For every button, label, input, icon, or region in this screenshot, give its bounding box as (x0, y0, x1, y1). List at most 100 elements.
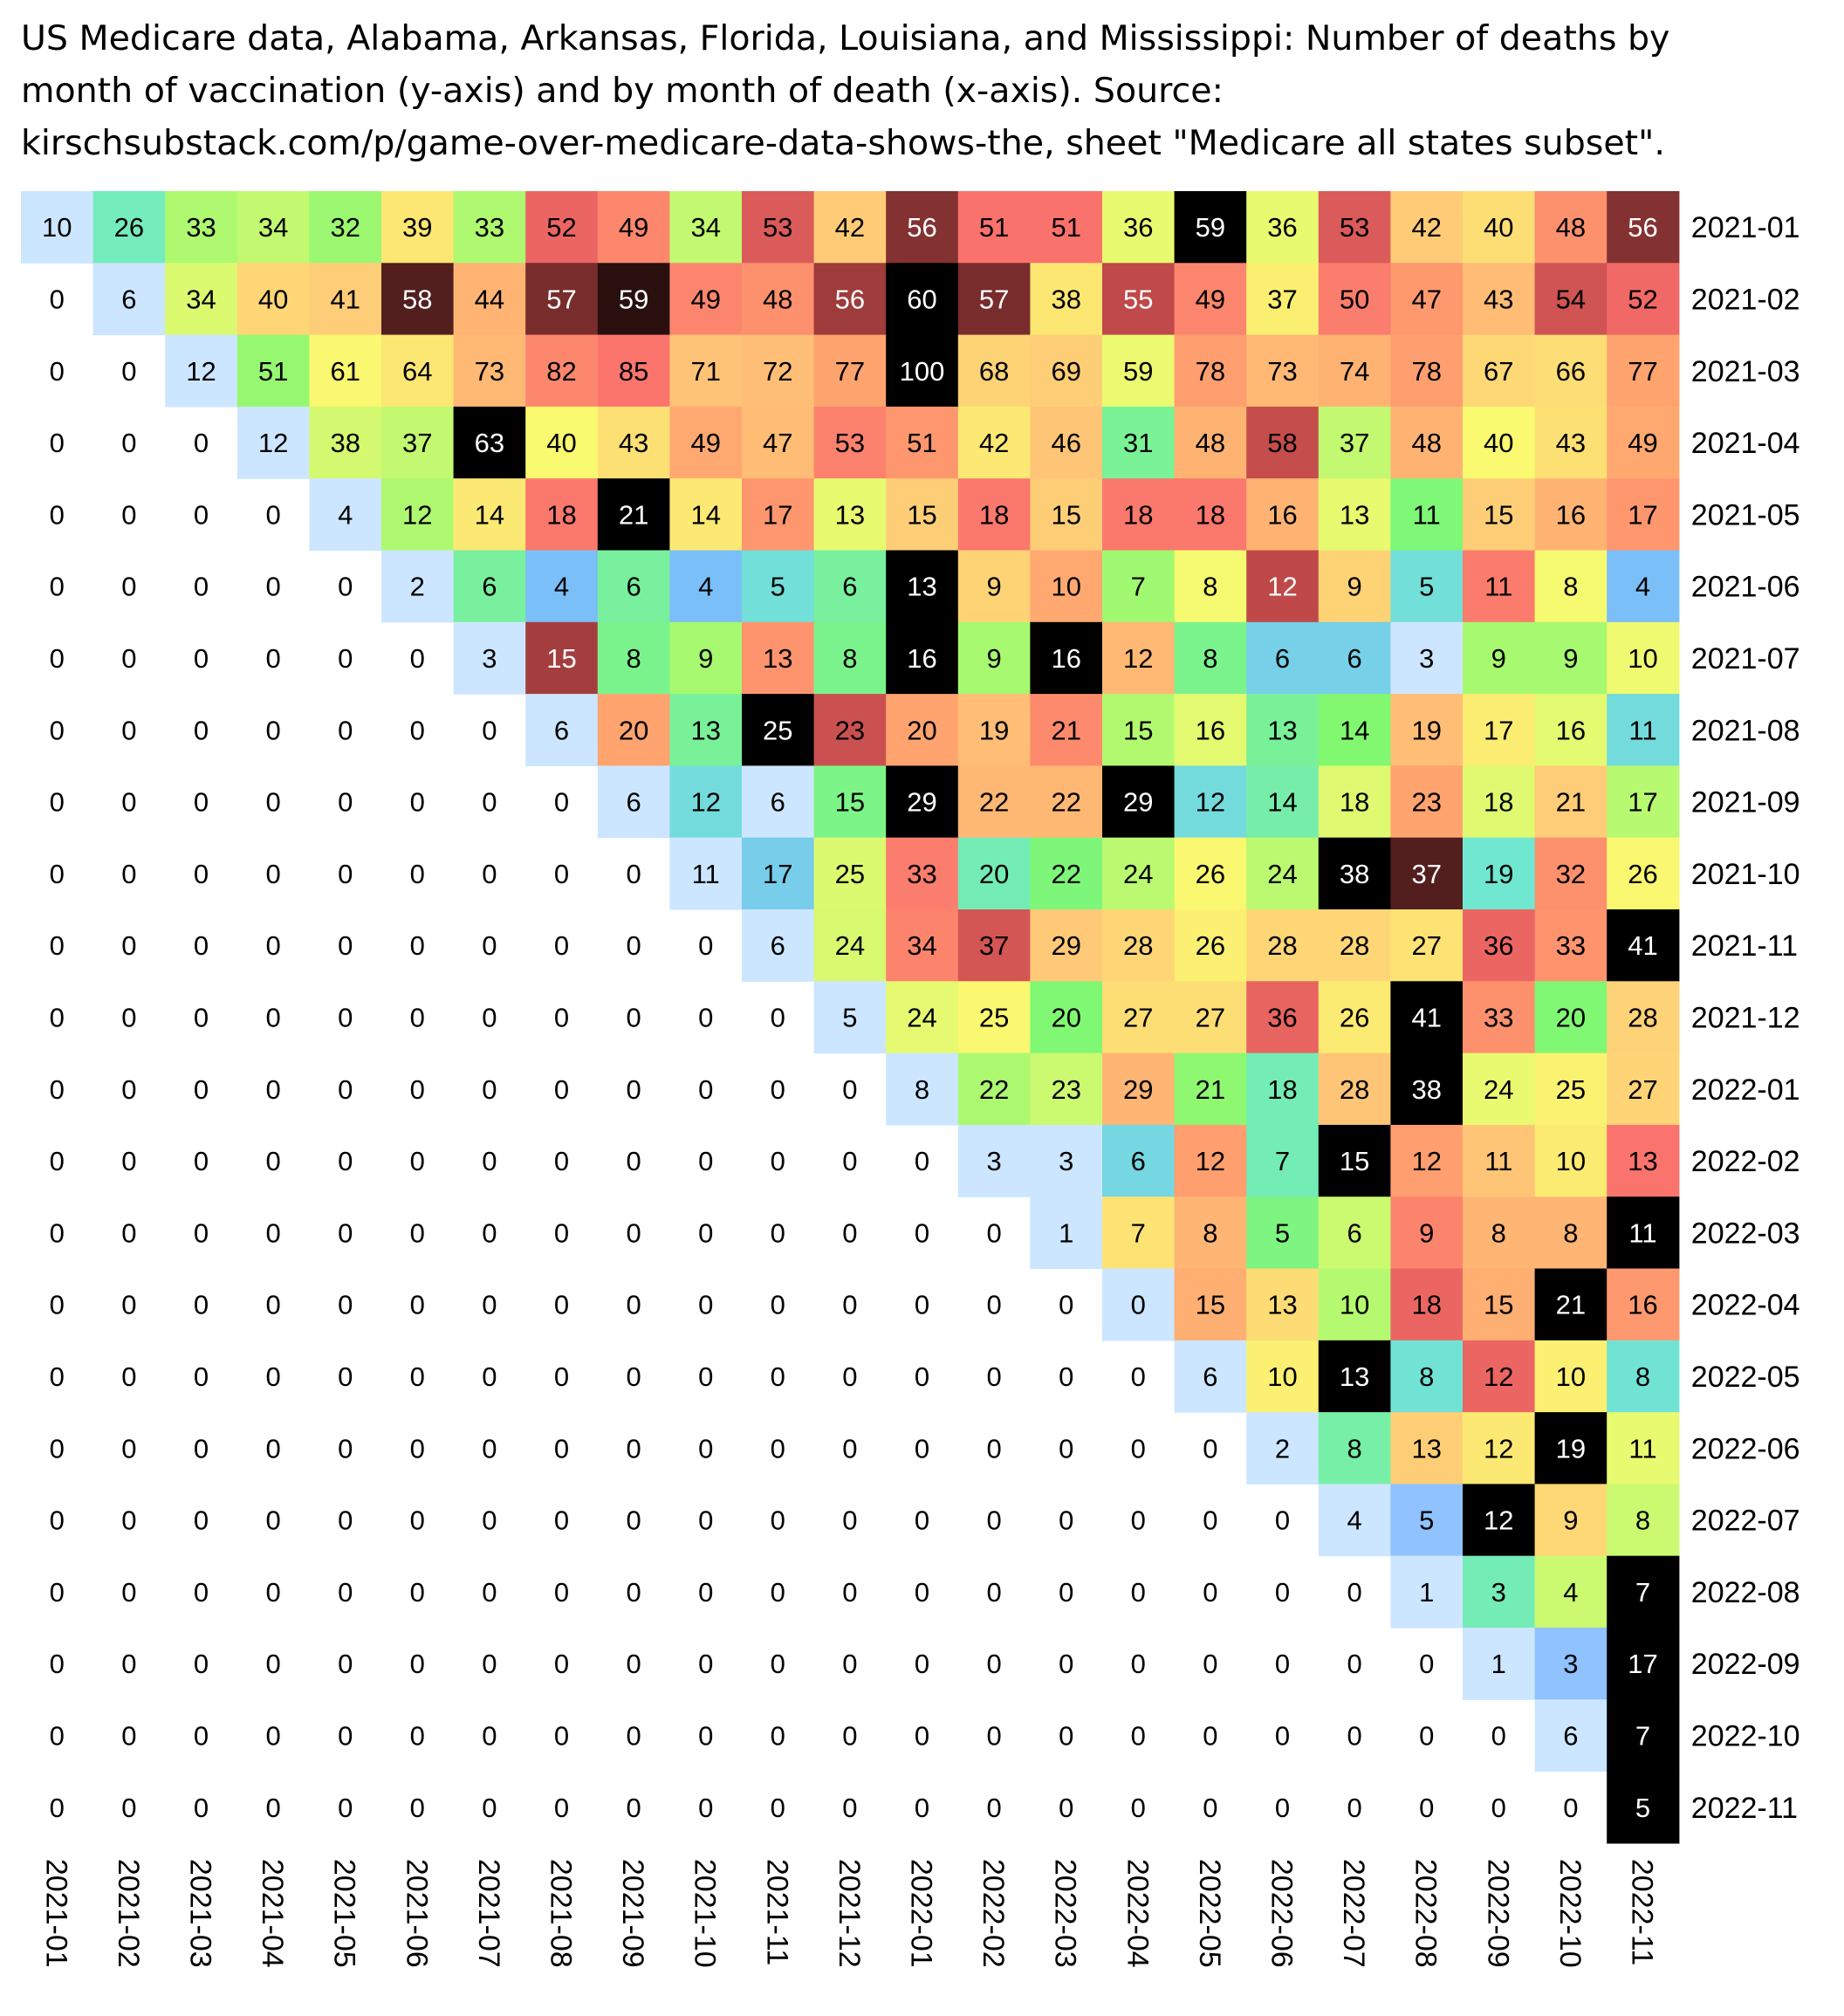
cell-value-label: 5 (842, 1002, 857, 1032)
cell-value-label: 24 (835, 930, 865, 961)
heatmap-cell (453, 550, 526, 623)
heatmap-cell (1607, 1053, 1680, 1126)
heatmap-cell (1030, 1053, 1103, 1126)
heatmap-cell (525, 406, 599, 479)
cell-value-label: 16 (1556, 499, 1586, 530)
cell-value-label: 10 (1051, 572, 1080, 602)
heatmap-cell (1607, 694, 1680, 766)
heatmap-cell (1534, 1628, 1608, 1700)
heatmap-cell (381, 191, 455, 264)
cell-value-label: 0 (194, 1577, 209, 1608)
cell-value-label: 0 (1275, 1793, 1290, 1823)
heatmap-cell (525, 694, 599, 766)
y-tick-label: 2021-08 (1691, 714, 1800, 747)
cell-value-label: 13 (835, 499, 865, 530)
cell-value-label: 57 (546, 284, 576, 314)
heatmap-cell (957, 909, 1031, 982)
heatmap-cell (1318, 981, 1391, 1054)
heatmap-cell (1318, 909, 1391, 982)
heatmap-cell (1463, 1197, 1536, 1270)
y-tick-label: 2021-04 (1691, 427, 1800, 460)
x-tick-label: 2022-08 (1409, 1859, 1443, 1968)
heatmap-cell (742, 334, 815, 408)
heatmap-cell (1246, 550, 1320, 623)
heatmap-cell (1174, 478, 1247, 552)
heatmap-cell (1102, 1268, 1176, 1341)
cell-value-label: 0 (842, 1290, 857, 1320)
cell-value-label: 0 (410, 643, 425, 674)
heatmap-cell (742, 550, 815, 623)
cell-value-label: 17 (1484, 715, 1513, 745)
heatmap-cell (1390, 406, 1464, 479)
cell-value-label: 11 (1484, 1146, 1512, 1176)
cell-value-label: 22 (979, 787, 1009, 818)
cell-value-label: 0 (1131, 1505, 1146, 1536)
heatmap-cell (381, 263, 455, 336)
cell-value-label: 0 (1203, 1577, 1217, 1608)
cell-value-label: 0 (554, 1649, 569, 1679)
heatmap-cell (1534, 550, 1608, 623)
heatmap-cell (597, 263, 670, 336)
cell-value-label: 18 (979, 499, 1009, 530)
cell-value-label: 26 (114, 212, 144, 243)
heatmap-cell (886, 1053, 959, 1126)
cell-value-label: 0 (842, 1074, 857, 1105)
cell-value-label: 3 (1491, 1577, 1506, 1608)
cell-value-label: 37 (1411, 859, 1441, 889)
cell-value-label: 13 (1340, 1361, 1369, 1392)
cell-value-label: 0 (986, 1577, 1001, 1608)
cell-value-label: 59 (1196, 212, 1225, 243)
cell-value-label: 46 (1051, 428, 1080, 458)
heatmap-cell (1318, 1484, 1391, 1557)
heatmap-cell (1246, 1053, 1320, 1126)
heatmap-cell (1318, 1268, 1391, 1341)
heatmap-cell (1174, 191, 1247, 264)
cell-value-label: 0 (626, 1074, 641, 1105)
cell-value-label: 0 (194, 1074, 209, 1105)
cell-value-label: 0 (50, 1074, 65, 1105)
heatmap-cell (813, 334, 887, 408)
heatmap-cell (1463, 334, 1536, 408)
cell-value-label: 40 (258, 284, 288, 314)
cell-value-label: 9 (1419, 1217, 1434, 1248)
heatmap-cell (1390, 981, 1464, 1054)
cell-value-label: 0 (626, 859, 641, 889)
heatmap-cell (742, 478, 815, 552)
cell-value-label: 0 (121, 1793, 136, 1823)
cell-value-label: 28 (1267, 930, 1297, 961)
cell-value-label: 0 (50, 643, 65, 674)
cell-value-label: 22 (1051, 787, 1080, 818)
cell-value-label: 0 (410, 1002, 425, 1032)
cell-value-label: 38 (1340, 859, 1369, 889)
cell-value-label: 74 (1340, 356, 1369, 387)
cell-value-label: 19 (979, 715, 1009, 745)
cell-value-label: 0 (482, 1002, 497, 1032)
cell-value-label: 0 (194, 1793, 209, 1823)
cell-value-label: 38 (330, 428, 360, 458)
cell-value-label: 0 (121, 1290, 136, 1320)
heatmap-cell (1318, 694, 1391, 766)
cell-value-label: 18 (546, 499, 576, 530)
heatmap-cell (1534, 1124, 1608, 1197)
cell-value-label: 0 (265, 1505, 280, 1536)
cell-value-label: 61 (330, 356, 360, 387)
heatmap-cell (1174, 981, 1247, 1054)
cell-value-label: 0 (1131, 1649, 1146, 1679)
heatmap-cell (1174, 1124, 1247, 1197)
cell-value-label: 0 (986, 1433, 1001, 1464)
heatmap-cell (236, 406, 310, 479)
cell-value-label: 0 (265, 715, 280, 745)
cell-value-label: 0 (121, 1217, 136, 1248)
heatmap-cell (1318, 765, 1391, 839)
cell-value-label: 25 (763, 715, 792, 745)
cell-value-label: 8 (1563, 572, 1578, 602)
cell-value-label: 55 (1123, 284, 1153, 314)
cell-value-label: 0 (1059, 1290, 1073, 1320)
heatmap-cell (1607, 1340, 1680, 1413)
cell-value-label: 17 (763, 499, 792, 530)
x-tick-label: 2021-01 (39, 1859, 72, 1968)
heatmap-cell (1030, 1124, 1103, 1197)
heatmap-cell (886, 550, 959, 623)
cell-value-label: 0 (482, 715, 497, 745)
cell-value-label: 24 (1484, 1074, 1513, 1105)
